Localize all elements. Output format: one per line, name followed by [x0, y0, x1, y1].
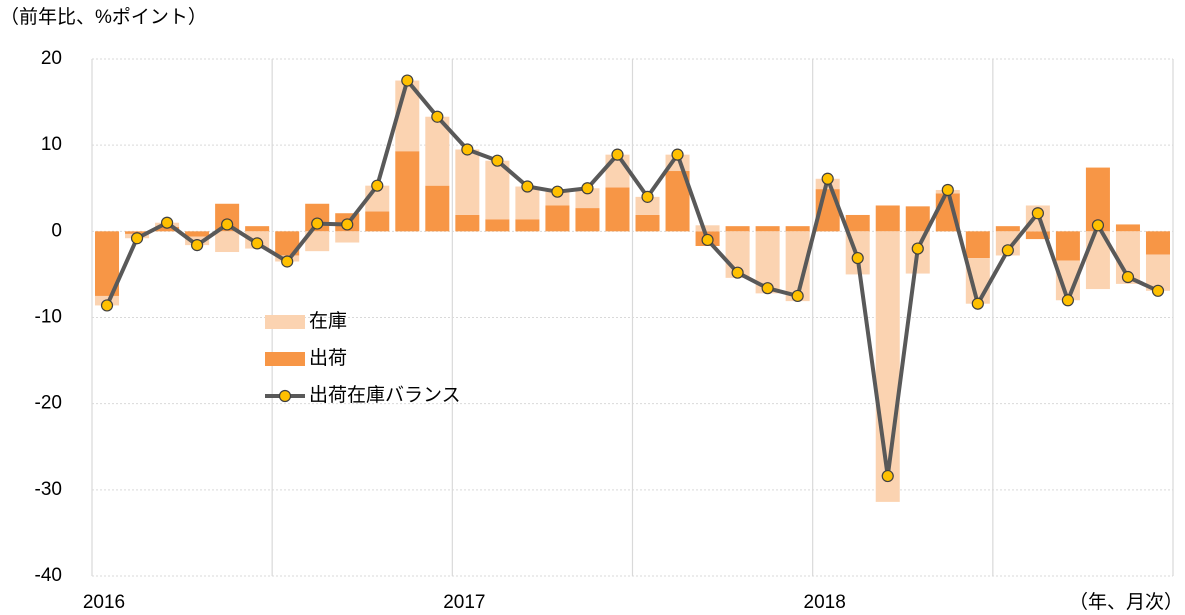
- bar: [725, 226, 750, 232]
- bar: [365, 211, 390, 232]
- marker: [461, 143, 474, 156]
- y-axis-label: （前年比、%ポイント）: [0, 6, 207, 28]
- marker: [941, 183, 954, 197]
- bar: [155, 227, 180, 232]
- y-tick-label: 10: [41, 134, 62, 155]
- bar: [425, 185, 450, 232]
- marker: [1091, 219, 1105, 232]
- x-tick-label: 2017: [443, 592, 485, 613]
- marker: [701, 233, 714, 247]
- y-tick-label: -40: [35, 565, 62, 586]
- bar: [755, 226, 780, 232]
- marker: [1061, 294, 1075, 307]
- bar: [455, 214, 480, 232]
- bar: [515, 219, 540, 232]
- marker: [281, 255, 294, 268]
- bar: [605, 187, 630, 232]
- bar: [1145, 231, 1170, 255]
- marker: [401, 74, 414, 87]
- marker: [821, 172, 834, 185]
- bar: [575, 188, 600, 209]
- legend-label: 在庫: [309, 310, 347, 332]
- marker: [731, 266, 744, 279]
- marker: [791, 289, 804, 303]
- bar: [335, 231, 360, 243]
- bar: [905, 206, 930, 232]
- bar: [965, 231, 990, 259]
- y-tick-label: 20: [41, 48, 62, 69]
- x-tick-label: 2018: [804, 592, 846, 613]
- bar: [485, 160, 510, 220]
- marker: [371, 179, 384, 192]
- bar: [1115, 224, 1140, 232]
- bar: [185, 231, 210, 237]
- marker: [761, 282, 774, 295]
- marker: [911, 242, 924, 255]
- y-tick-label: -10: [35, 307, 62, 328]
- marker: [551, 185, 564, 198]
- marker: [311, 217, 324, 230]
- bar: [845, 214, 870, 232]
- bar: [875, 205, 900, 232]
- bar: [575, 208, 600, 232]
- y-tick-label: -20: [35, 393, 62, 414]
- marker: [341, 218, 354, 231]
- bar: [695, 225, 720, 232]
- marker: [521, 180, 534, 193]
- marker: [671, 148, 684, 161]
- bar: [455, 149, 480, 215]
- marker: [431, 110, 444, 123]
- marker: [1031, 207, 1044, 220]
- marker: [221, 218, 234, 231]
- bar: [635, 196, 660, 215]
- bar: [545, 205, 570, 232]
- bar: [215, 231, 240, 253]
- bar: [305, 231, 330, 252]
- bar: [395, 151, 420, 232]
- bar: [995, 226, 1020, 232]
- marker: [1121, 270, 1135, 284]
- marker: [1151, 284, 1165, 297]
- bar: [1025, 231, 1050, 240]
- marker: [881, 469, 894, 483]
- marker: [851, 251, 864, 265]
- marker: [641, 190, 654, 203]
- marker: [611, 148, 624, 161]
- x-tick-label: 2016: [83, 592, 125, 613]
- legend-swatch: [278, 389, 292, 403]
- bar: [245, 226, 270, 232]
- bar: [1055, 231, 1080, 261]
- marker: [971, 297, 984, 310]
- legend-label: 出荷: [309, 347, 347, 369]
- bar: [875, 231, 900, 502]
- marker: [190, 239, 204, 252]
- bar: [785, 226, 810, 232]
- legend-label: 出荷在庫バランス: [309, 384, 461, 406]
- bar: [485, 219, 510, 232]
- bar: [635, 214, 660, 232]
- marker: [251, 237, 264, 250]
- legend-swatch: [265, 315, 305, 329]
- marker: [491, 154, 504, 167]
- marker: [581, 182, 594, 195]
- x-axis-label: （年、月次）: [1069, 591, 1183, 613]
- y-tick-label: 0: [51, 220, 62, 241]
- marker: [100, 299, 114, 312]
- y-tick-label: -30: [35, 479, 62, 500]
- bar: [545, 191, 570, 206]
- marker: [130, 232, 144, 245]
- marker: [1001, 244, 1014, 257]
- legend-swatch: [265, 352, 305, 366]
- marker: [160, 216, 174, 229]
